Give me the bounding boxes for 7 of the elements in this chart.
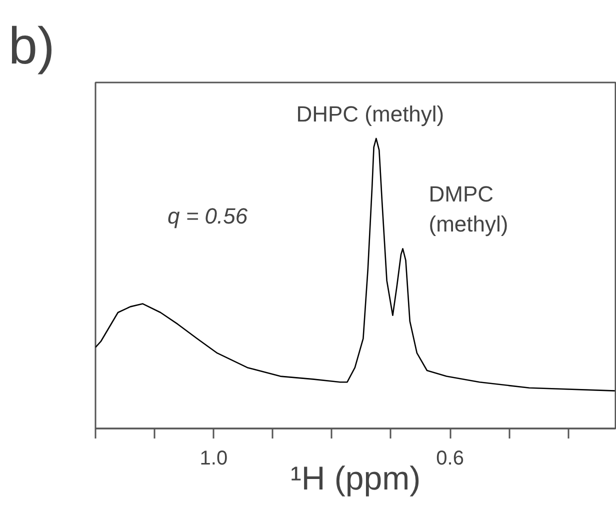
x-tick-label: 0.6: [436, 448, 464, 470]
annotation: q = 0.56: [168, 204, 248, 228]
text: b): [8, 18, 55, 76]
annotation: DHPC (methyl): [296, 101, 444, 126]
x-tick-label: 1.0: [200, 448, 228, 470]
x-axis-title: ¹H (ppm): [290, 460, 421, 496]
annotation: DMPC (methyl): [428, 182, 508, 237]
